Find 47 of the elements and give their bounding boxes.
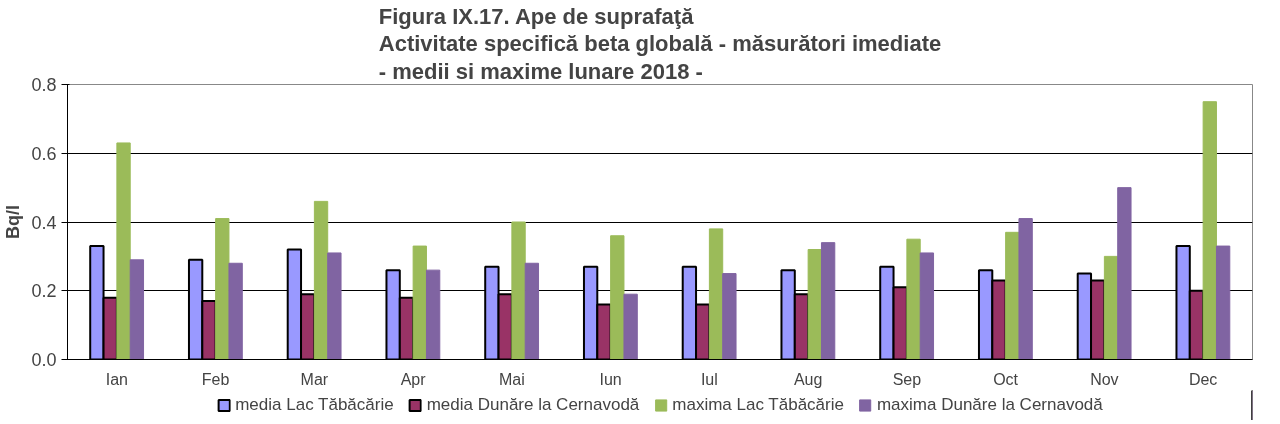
chart-title: Figura IX.17. Ape de suprafaţă Activitate specifică beta globală - măsurători imediate - medii si maxime lunare 2018 - bbox=[378, 3, 942, 84]
x-tick-label: Apr bbox=[400, 370, 427, 388]
x-tick-label: Iun bbox=[599, 370, 622, 388]
y-tick-label: 0.0 bbox=[31, 350, 57, 370]
bar bbox=[610, 235, 625, 360]
bar bbox=[215, 218, 230, 360]
bar bbox=[116, 142, 131, 360]
bar bbox=[313, 200, 329, 360]
bar bbox=[1117, 187, 1132, 360]
x-tick-label: Iul bbox=[700, 370, 718, 388]
bar bbox=[327, 252, 342, 360]
y-tick-label: 0.8 bbox=[31, 75, 57, 95]
bar bbox=[820, 242, 836, 360]
bar bbox=[807, 249, 822, 360]
bar bbox=[919, 252, 935, 360]
y-tick-label: 0.2 bbox=[31, 281, 57, 302]
bar bbox=[708, 228, 724, 360]
bar bbox=[1005, 231, 1020, 360]
x-tick-label: Mai bbox=[498, 370, 525, 388]
bar bbox=[511, 221, 526, 360]
bar bbox=[623, 293, 638, 360]
legend-label: maxima Lac Tăbăcărie bbox=[672, 395, 844, 415]
x-tick-label: Nov bbox=[1090, 370, 1119, 388]
x-tick-label: Ian bbox=[105, 370, 128, 388]
bar bbox=[524, 262, 540, 360]
bar bbox=[1215, 245, 1231, 360]
legend-label: media Lac Tăbăcărie bbox=[235, 395, 394, 415]
bar bbox=[906, 238, 921, 360]
legend-label: maxima Dunăre la Cernavodă bbox=[876, 395, 1103, 415]
y-axis-title: Bq/l bbox=[3, 205, 24, 239]
x-tick-label: Oct bbox=[993, 370, 1019, 388]
bar bbox=[1103, 255, 1119, 360]
x-tick-label: Mar bbox=[300, 370, 329, 388]
bar bbox=[425, 269, 441, 360]
bar bbox=[722, 273, 737, 360]
x-tick-label: Aug bbox=[793, 370, 823, 388]
x-tick-label: Dec bbox=[1188, 370, 1218, 388]
bar bbox=[1018, 218, 1033, 360]
x-tick-label: Sep bbox=[892, 370, 922, 388]
y-tick-label: 0.4 bbox=[31, 212, 57, 233]
x-tick-label: Feb bbox=[201, 370, 230, 388]
bar bbox=[129, 259, 145, 360]
bar bbox=[228, 262, 243, 360]
bar bbox=[1202, 101, 1217, 360]
y-tick-label: 0.6 bbox=[31, 143, 57, 164]
bar bbox=[412, 245, 427, 360]
legend-label: media Dunăre la Cernavodă bbox=[426, 395, 640, 415]
